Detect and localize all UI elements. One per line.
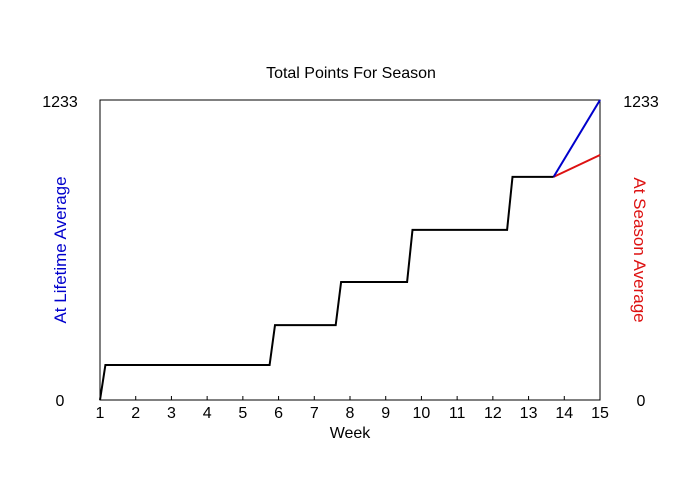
- y-tick-right-max: 1233: [623, 94, 659, 111]
- x-tick-label: 15: [591, 405, 609, 422]
- x-tick-label: 7: [310, 405, 319, 422]
- series-at-lifetime-average: [552, 99, 601, 178]
- x-axis-label: Week: [330, 425, 372, 442]
- y-axis-right-label: At Season Average: [630, 177, 649, 322]
- x-tick-label: 9: [381, 405, 390, 422]
- plot-frame: [99, 99, 601, 401]
- y-axis-right-ticks: 1233 0: [623, 94, 659, 410]
- y-axis-left-ticks: 1233 0: [42, 94, 78, 410]
- x-tick-label: 10: [413, 405, 431, 422]
- y-tick-right-min: 0: [637, 393, 646, 410]
- series-lines: [99, 99, 601, 401]
- y-axis-left-label: At Lifetime Average: [51, 176, 70, 323]
- x-tick-label: 6: [274, 405, 283, 422]
- x-tick-label: 3: [167, 405, 176, 422]
- y-tick-left-min: 0: [56, 393, 65, 410]
- x-tick-label: 8: [346, 405, 355, 422]
- x-tick-label: 13: [520, 405, 538, 422]
- x-tick-label: 1: [96, 405, 105, 422]
- series-at-season-average: [553, 154, 601, 178]
- x-tick-label: 12: [484, 405, 502, 422]
- x-tick-label: 5: [238, 405, 247, 422]
- series-actual: [99, 175, 554, 401]
- x-axis-ticks: 1 2 3 4 5 6 7 8 9 10 11 12 13 14 15: [96, 396, 609, 422]
- x-tick-label: 14: [555, 405, 573, 422]
- y-tick-left-max: 1233: [42, 94, 78, 111]
- x-tick-label: 4: [203, 405, 212, 422]
- x-tick-label: 2: [131, 405, 140, 422]
- chart-title: Total Points For Season: [266, 65, 436, 82]
- x-tick-label: 11: [449, 405, 466, 422]
